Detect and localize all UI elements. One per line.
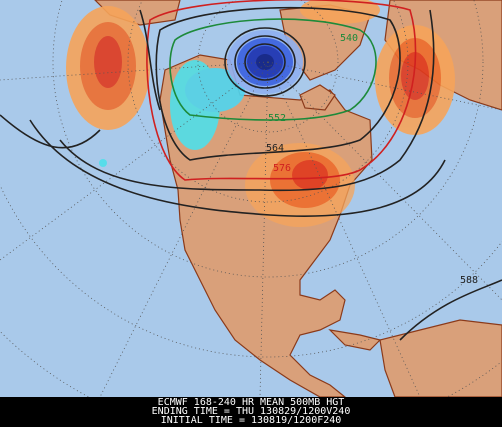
land [94,0,502,398]
contour-label: 588 [460,275,478,286]
footer-line: ECMWF 168-240 HR MEAN 500MB HGT [158,397,345,408]
height-contours [0,0,502,341]
contour-label: 576 [273,163,291,174]
contour-labels: 540 552 564 576 588 [266,33,478,286]
footer-line: INITIAL TIME = 130819/1200F240 [161,415,342,426]
footer-bar [0,397,502,427]
contour-label: 564 [266,143,284,154]
contour-label: 540 [340,33,358,44]
contour-label: 552 [268,113,286,124]
footer-line: ENDING TIME = THU 130829/1200V240 [152,406,351,417]
